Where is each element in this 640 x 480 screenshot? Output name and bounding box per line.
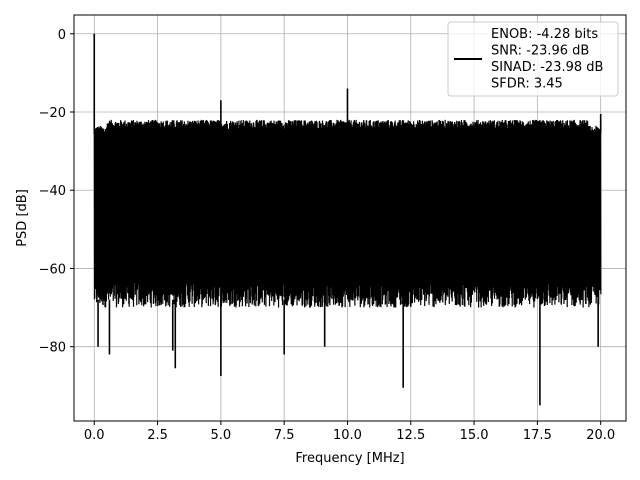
- x-tick-label: 15.0: [460, 428, 489, 443]
- psd-trace: [93, 119, 602, 308]
- x-tick-label: 10.0: [333, 428, 362, 443]
- y-axis-label: PSD [dB]: [15, 189, 30, 247]
- x-axis-label: Frequency [MHz]: [295, 451, 404, 466]
- x-tick-label: 5.0: [211, 428, 232, 443]
- legend: ENOB: -4.28 bits SNR: -23.96 dB SINAD: -…: [447, 21, 619, 97]
- y-tick-label: −60: [39, 262, 66, 277]
- legend-sfdr-text: SFDR: 3.45: [491, 77, 563, 92]
- legend-enob-text: ENOB: -4.28 bits: [491, 27, 598, 42]
- legend-sinad-text: SINAD: -23.98 dB: [491, 60, 603, 75]
- x-tick-label: 7.5: [274, 428, 295, 443]
- x-tick-label: 2.5: [147, 428, 168, 443]
- legend-box: [447, 21, 619, 97]
- axes-frame: [73, 14, 627, 422]
- y-tick-label: −40: [39, 184, 66, 199]
- y-tick-label: 0: [58, 28, 66, 43]
- x-tick-label: 0.0: [84, 428, 105, 443]
- y-tick-label: −80: [39, 341, 66, 356]
- x-tick-label: 12.5: [396, 428, 425, 443]
- x-tick-label: 17.5: [523, 428, 552, 443]
- ticks: 0.0 2.5 5.0 7.5 10.0 12.5 15.0 17.5 20.0 0 −20 −40 −…: [39, 28, 616, 443]
- y-tick-label: −20: [39, 106, 66, 121]
- plot-area: [93, 33, 602, 406]
- x-tick-label: 20.0: [586, 428, 615, 443]
- legend-snr-text: SNR: -23.96 dB: [491, 44, 589, 59]
